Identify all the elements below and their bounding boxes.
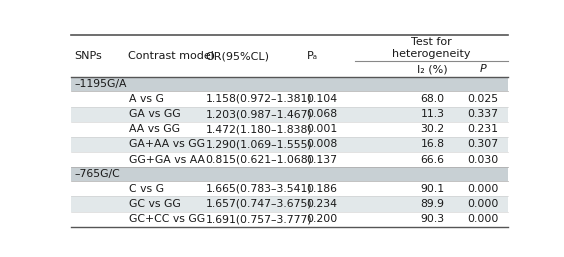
Text: 89.9: 89.9 xyxy=(421,199,444,209)
Text: –765G/C: –765G/C xyxy=(74,169,120,179)
Bar xyxy=(70,152,508,167)
Text: AA vs GG: AA vs GG xyxy=(129,124,180,134)
Text: 1.158(0.972–1.381): 1.158(0.972–1.381) xyxy=(205,94,312,104)
Text: 0.137: 0.137 xyxy=(307,155,337,165)
Text: 16.8: 16.8 xyxy=(421,140,444,150)
Text: 0.231: 0.231 xyxy=(468,124,499,134)
Text: 0.186: 0.186 xyxy=(307,184,337,194)
Bar xyxy=(70,196,508,212)
Text: 0.001: 0.001 xyxy=(307,124,338,134)
Text: GA vs GG: GA vs GG xyxy=(129,109,180,119)
Text: 0.200: 0.200 xyxy=(307,214,338,224)
Text: 1.472(1.180–1.838): 1.472(1.180–1.838) xyxy=(205,124,312,134)
Text: SNPs: SNPs xyxy=(74,51,102,61)
Text: Test for
heterogeneity: Test for heterogeneity xyxy=(392,36,470,59)
Text: 68.0: 68.0 xyxy=(421,94,444,104)
Text: 1.665(0.783–3.541): 1.665(0.783–3.541) xyxy=(205,184,312,194)
Text: 0.008: 0.008 xyxy=(307,140,338,150)
Bar xyxy=(70,122,508,137)
Bar xyxy=(70,167,508,181)
Text: A vs G: A vs G xyxy=(129,94,164,104)
Bar xyxy=(70,106,508,122)
Text: 0.307: 0.307 xyxy=(468,140,499,150)
Text: 0.234: 0.234 xyxy=(307,199,337,209)
Text: 0.068: 0.068 xyxy=(307,109,338,119)
Text: 0.337: 0.337 xyxy=(468,109,499,119)
Text: 30.2: 30.2 xyxy=(421,124,444,134)
Text: Contrast model: Contrast model xyxy=(128,51,214,61)
Text: GG+GA vs AA: GG+GA vs AA xyxy=(129,155,205,165)
Bar xyxy=(70,77,508,91)
Text: 66.6: 66.6 xyxy=(421,155,444,165)
Text: 0.104: 0.104 xyxy=(307,94,338,104)
Text: 0.025: 0.025 xyxy=(468,94,499,104)
Text: 0.815(0.621–1.068): 0.815(0.621–1.068) xyxy=(205,155,312,165)
Text: OR(95%CL): OR(95%CL) xyxy=(205,51,270,61)
Bar xyxy=(70,137,508,152)
Text: GA+AA vs GG: GA+AA vs GG xyxy=(129,140,205,150)
Text: I₂ (%): I₂ (%) xyxy=(417,64,448,74)
Text: GC vs GG: GC vs GG xyxy=(129,199,181,209)
Text: P: P xyxy=(479,64,486,74)
Text: 90.1: 90.1 xyxy=(421,184,444,194)
Text: 0.030: 0.030 xyxy=(468,155,499,165)
Text: 1.657(0.747–3.675): 1.657(0.747–3.675) xyxy=(205,199,312,209)
Text: 11.3: 11.3 xyxy=(421,109,444,119)
Text: 1.290(1.069–1.555): 1.290(1.069–1.555) xyxy=(205,140,312,150)
Bar xyxy=(70,181,508,196)
Text: 90.3: 90.3 xyxy=(421,214,444,224)
Text: Pₐ: Pₐ xyxy=(307,51,318,61)
Text: –1195G/A: –1195G/A xyxy=(74,79,126,89)
Bar xyxy=(70,35,508,77)
Text: 0.000: 0.000 xyxy=(467,214,499,224)
Bar xyxy=(70,91,508,106)
Text: 1.691(0.757–3.777): 1.691(0.757–3.777) xyxy=(205,214,312,224)
Text: 1.203(0.987–1.467): 1.203(0.987–1.467) xyxy=(205,109,312,119)
Text: GC+CC vs GG: GC+CC vs GG xyxy=(129,214,205,224)
Text: 0.000: 0.000 xyxy=(467,184,499,194)
Text: 0.000: 0.000 xyxy=(467,199,499,209)
Bar xyxy=(70,212,508,227)
Text: C vs G: C vs G xyxy=(129,184,164,194)
